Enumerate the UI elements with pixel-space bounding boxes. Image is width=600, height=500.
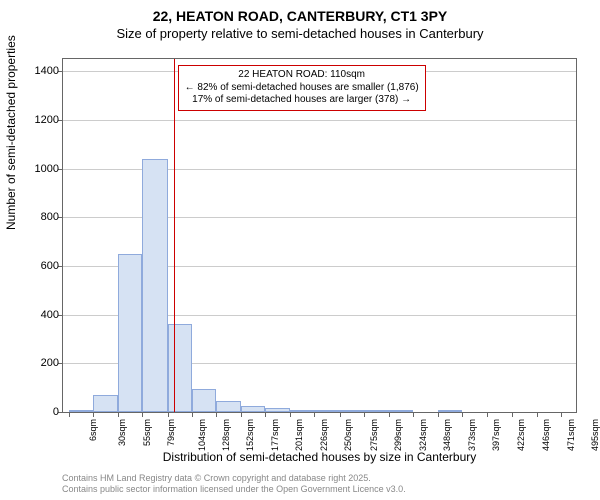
- ytick-label: 400: [9, 309, 59, 321]
- xtick-label: 373sqm: [467, 419, 477, 451]
- xtick-label: 79sqm: [166, 419, 176, 446]
- histogram-bar: [290, 410, 314, 412]
- histogram-bar: [216, 401, 241, 412]
- histogram-bar: [265, 408, 290, 412]
- annotation-box: 22 HEATON ROAD: 110sqm← 82% of semi-deta…: [178, 65, 426, 111]
- ytick-label: 600: [9, 260, 59, 272]
- xtick-mark: [537, 412, 538, 417]
- chart-title: 22, HEATON ROAD, CANTERBURY, CT1 3PY: [0, 0, 600, 24]
- annotation-line: 22 HEATON ROAD: 110sqm: [185, 69, 419, 82]
- xtick-label: 250sqm: [344, 419, 354, 451]
- histogram-bar: [340, 410, 364, 412]
- xtick-label: 446sqm: [541, 419, 551, 451]
- xtick-label: 104sqm: [197, 419, 207, 451]
- xtick-mark: [216, 412, 217, 417]
- annotation-line: ← 82% of semi-detached houses are smalle…: [185, 82, 419, 95]
- xtick-label: 226sqm: [319, 419, 329, 451]
- reference-line: [174, 59, 175, 412]
- xtick-mark: [364, 412, 365, 417]
- ytick-label: 0: [9, 406, 59, 418]
- xtick-label: 152sqm: [245, 419, 255, 451]
- xtick-label: 324sqm: [418, 419, 428, 451]
- xtick-mark: [314, 412, 315, 417]
- attribution-line: Contains public sector information licen…: [62, 484, 406, 496]
- xtick-mark: [290, 412, 291, 417]
- histogram-bar: [69, 410, 93, 412]
- xtick-mark: [561, 412, 562, 417]
- histogram-bar: [168, 324, 192, 412]
- ytick-label: 200: [9, 357, 59, 369]
- xtick-label: 55sqm: [142, 419, 152, 446]
- ytick-label: 1400: [9, 65, 59, 77]
- xtick-mark: [265, 412, 266, 417]
- xtick-mark: [512, 412, 513, 417]
- xtick-label: 201sqm: [294, 419, 304, 451]
- chart-subtitle: Size of property relative to semi-detach…: [0, 24, 600, 41]
- attribution-text: Contains HM Land Registry data © Crown c…: [62, 473, 406, 496]
- xtick-label: 275sqm: [369, 419, 379, 451]
- histogram-bar: [314, 410, 339, 412]
- xtick-mark: [462, 412, 463, 417]
- xtick-label: 495sqm: [590, 419, 600, 451]
- xtick-label: 128sqm: [221, 419, 231, 451]
- property-size-histogram: 22, HEATON ROAD, CANTERBURY, CT1 3PY Siz…: [0, 0, 600, 500]
- histogram-bar: [364, 410, 389, 412]
- xtick-label: 299sqm: [393, 419, 403, 451]
- xtick-label: 471sqm: [566, 419, 576, 451]
- xtick-mark: [413, 412, 414, 417]
- plot-area: 22 HEATON ROAD: 110sqm← 82% of semi-deta…: [62, 58, 577, 413]
- xtick-mark: [389, 412, 390, 417]
- xtick-label: 30sqm: [117, 419, 127, 446]
- histogram-bar: [438, 410, 462, 412]
- gridline: [63, 120, 576, 121]
- xtick-mark: [438, 412, 439, 417]
- xtick-mark: [118, 412, 119, 417]
- xtick-mark: [69, 412, 70, 417]
- xtick-mark: [192, 412, 193, 417]
- ytick-label: 800: [9, 211, 59, 223]
- ytick-label: 1000: [9, 163, 59, 175]
- histogram-bar: [142, 159, 167, 412]
- xtick-mark: [93, 412, 94, 417]
- annotation-line: 17% of semi-detached houses are larger (…: [185, 94, 419, 107]
- histogram-bar: [118, 254, 142, 412]
- x-axis-label: Distribution of semi-detached houses by …: [62, 450, 577, 464]
- ytick-label: 1200: [9, 114, 59, 126]
- histogram-bar: [241, 406, 265, 412]
- xtick-label: 422sqm: [517, 419, 527, 451]
- xtick-mark: [487, 412, 488, 417]
- histogram-bar: [389, 410, 413, 412]
- xtick-mark: [142, 412, 143, 417]
- histogram-bar: [93, 395, 118, 412]
- xtick-label: 397sqm: [491, 419, 501, 451]
- attribution-line: Contains HM Land Registry data © Crown c…: [62, 473, 406, 485]
- xtick-mark: [168, 412, 169, 417]
- xtick-label: 6sqm: [88, 419, 98, 441]
- xtick-label: 177sqm: [270, 419, 280, 451]
- xtick-mark: [241, 412, 242, 417]
- gridline: [63, 217, 576, 218]
- xtick-label: 348sqm: [442, 419, 452, 451]
- xtick-mark: [340, 412, 341, 417]
- histogram-bar: [192, 389, 216, 412]
- gridline: [63, 169, 576, 170]
